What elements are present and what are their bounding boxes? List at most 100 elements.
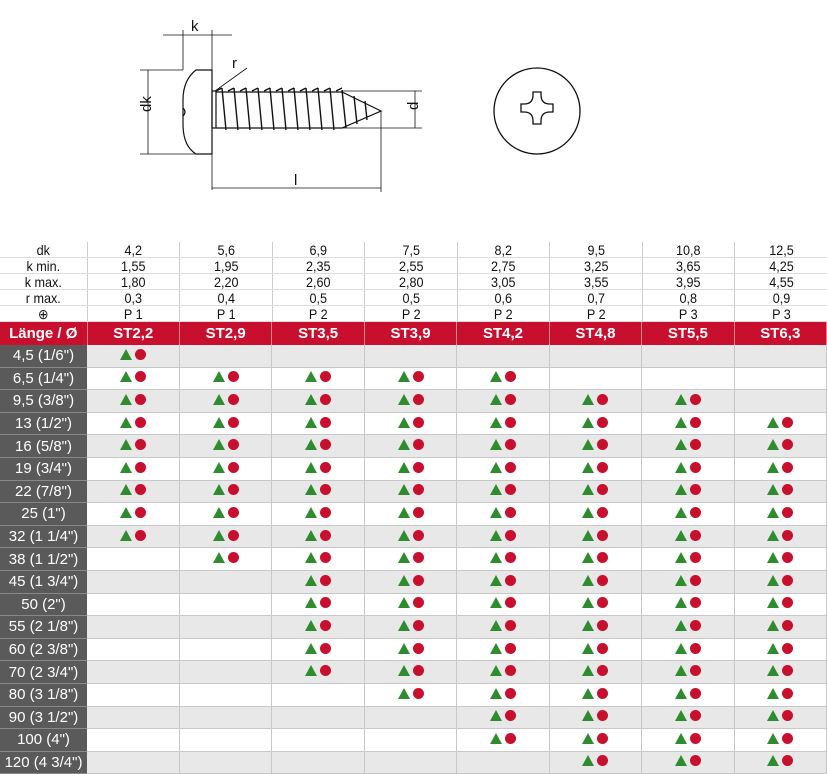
available-marker <box>212 393 239 405</box>
available-marker <box>489 552 516 564</box>
available-marker <box>119 348 146 360</box>
availability-cell <box>364 593 458 617</box>
spec-value: 3,25 <box>554 257 638 274</box>
available-marker <box>767 755 794 767</box>
triangle-icon <box>489 416 502 428</box>
availability-cell <box>364 525 458 549</box>
circle-icon <box>320 574 332 586</box>
availability-cell <box>87 593 180 617</box>
triangle-icon <box>212 552 225 564</box>
available-marker <box>582 439 609 451</box>
triangle-icon <box>767 732 780 744</box>
availability-cell <box>641 525 735 549</box>
spec-value: P 3 <box>646 305 731 322</box>
triangle-icon <box>397 687 410 699</box>
circle-icon <box>782 461 794 473</box>
triangle-icon <box>489 506 502 518</box>
available-marker <box>582 484 609 496</box>
available-marker <box>119 439 146 451</box>
availability-cell <box>641 615 735 639</box>
available-marker <box>397 416 424 428</box>
availability-cell <box>364 660 458 684</box>
triangle-icon <box>674 416 687 428</box>
circle-icon <box>134 371 146 383</box>
spec-value: 0,7 <box>554 289 638 306</box>
circle-icon <box>134 506 146 518</box>
triangle-icon <box>767 755 780 767</box>
spec-value: 1,55 <box>91 257 176 274</box>
availability-cell <box>641 480 735 504</box>
available-marker <box>489 393 516 405</box>
circle-icon <box>782 416 794 428</box>
spec-value: P 3 <box>739 305 823 322</box>
availability-cell <box>179 706 273 730</box>
available-marker <box>119 484 146 496</box>
length-label: 70 (2 3/4") <box>0 660 87 684</box>
available-marker <box>305 461 332 473</box>
availability-cell <box>87 525 180 549</box>
spec-value: 2,20 <box>184 273 268 290</box>
circle-icon <box>782 484 794 496</box>
availability-cell <box>364 615 458 639</box>
spec-value: P 2 <box>276 305 361 322</box>
dimension-lines <box>140 30 422 192</box>
column-header: ST4,2 <box>456 322 550 345</box>
circle-icon <box>320 552 332 564</box>
spec-value: 0,5 <box>369 289 453 306</box>
available-marker <box>489 461 516 473</box>
availability-cell <box>456 593 550 617</box>
availability-cell <box>734 593 827 617</box>
circle-icon <box>412 484 424 496</box>
availability-cell <box>271 570 365 594</box>
circle-icon <box>412 371 424 383</box>
circle-icon <box>504 371 516 383</box>
circle-icon <box>689 416 701 428</box>
triangle-icon <box>397 665 410 677</box>
triangle-icon <box>582 529 595 541</box>
triangle-icon <box>397 393 410 405</box>
availability-cell <box>456 412 550 436</box>
spec-value: 4,2 <box>91 242 176 258</box>
availability-cell <box>734 547 827 571</box>
available-marker <box>582 732 609 744</box>
circle-icon <box>782 710 794 722</box>
available-marker <box>674 552 701 564</box>
triangle-icon <box>582 732 595 744</box>
spec-value: 9,5 <box>554 242 638 258</box>
available-marker <box>489 687 516 699</box>
availability-cell <box>364 683 458 707</box>
column-header: ST3,5 <box>271 322 365 345</box>
availability-cell <box>271 345 365 368</box>
available-marker <box>582 393 609 405</box>
availability-cell <box>456 660 550 684</box>
triangle-icon <box>305 552 318 564</box>
triangle-icon <box>212 371 225 383</box>
triangle-icon <box>212 529 225 541</box>
triangle-icon <box>397 619 410 631</box>
triangle-icon <box>119 348 132 360</box>
availability-cell <box>641 457 735 481</box>
triangle-icon <box>489 439 502 451</box>
triangle-icon <box>397 416 410 428</box>
available-marker <box>674 732 701 744</box>
circle-icon <box>597 710 609 722</box>
triangle-icon <box>767 710 780 722</box>
availability-cell <box>734 367 827 391</box>
availability-cell <box>549 547 643 571</box>
availability-cell <box>271 660 365 684</box>
availability-cell <box>549 480 643 504</box>
availability-cell <box>179 615 273 639</box>
triangle-icon <box>674 710 687 722</box>
available-marker <box>582 574 609 586</box>
availability-cell <box>271 412 365 436</box>
triangle-icon <box>489 552 502 564</box>
triangle-icon <box>582 552 595 564</box>
circle-icon <box>689 574 701 586</box>
circle-icon <box>412 574 424 586</box>
availability-cell <box>364 502 458 526</box>
table-row: 9,5 (3/8") <box>0 389 827 413</box>
available-marker <box>674 710 701 722</box>
available-marker <box>582 755 609 767</box>
length-label: 38 (1 1/2") <box>0 547 87 571</box>
available-marker <box>119 371 146 383</box>
